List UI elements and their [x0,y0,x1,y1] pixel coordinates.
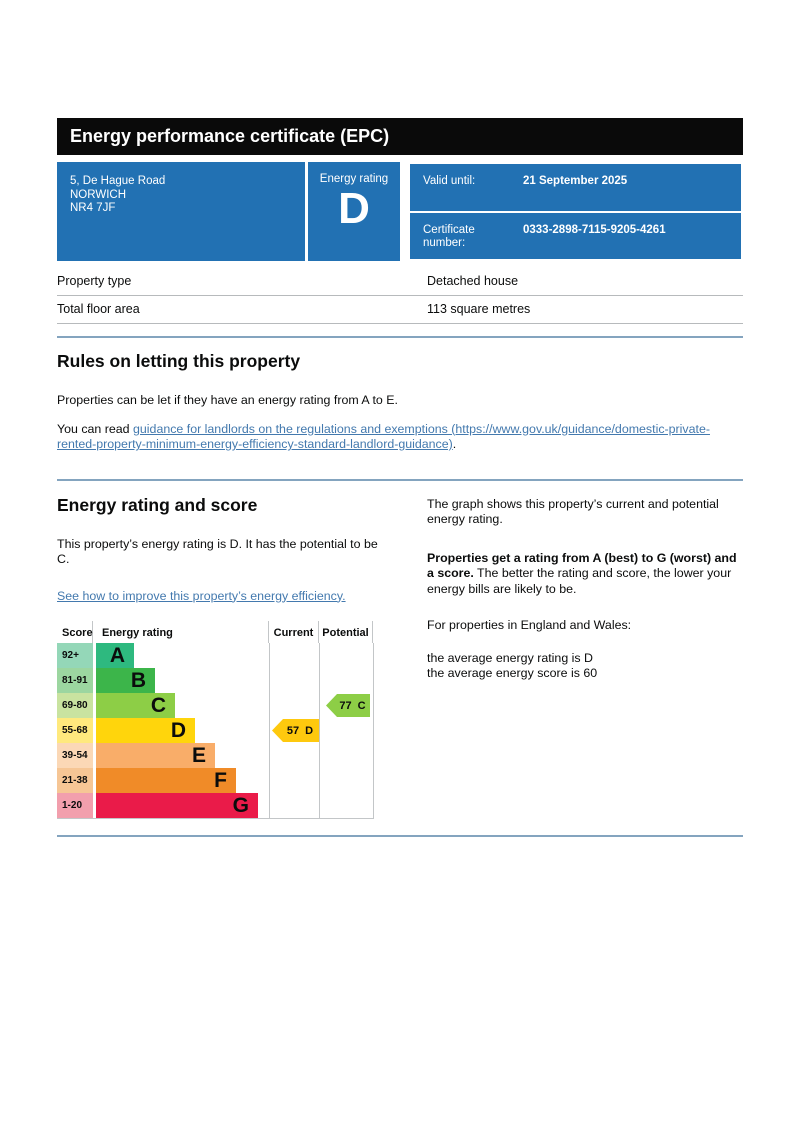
band-letter: A [109,644,125,667]
band-bar: E [96,743,215,768]
certificate-number-value: 0333-2898-7115-9205-4261 [523,223,666,236]
energy-rating-label: Energy rating [319,173,389,185]
average-score-line: the average energy score is 60 [427,666,598,680]
fact-value: 113 square metres [427,302,531,316]
potential-rating-arrow: 77 C [326,694,370,717]
band-row-g: 1-20 G [57,793,374,818]
band-bar: C [96,693,175,718]
score-column-header: Score [57,621,93,643]
band-score-cell: 21-38 [57,768,93,793]
section-divider [57,336,743,338]
fact-row-floor-area: Total floor area 113 square metres [57,296,743,324]
chart-header-row: Score Energy rating Current Potential [57,621,374,643]
band-bar: G [96,793,258,818]
epc-header-bar: Energy performance certificate (EPC) [57,118,743,155]
content: Energy performance certificate (EPC) 5, … [57,118,743,837]
rules-para-2: You can read guidance for landlords on t… [57,421,710,452]
section-divider [57,835,743,837]
band-letter: D [170,719,186,742]
graph-intro-para: The graph shows this property’s current … [427,496,719,527]
band-letter: C [150,694,166,717]
rating-explainer-para: Properties get a rating from A (best) to… [427,550,737,596]
energy-rating-box: Energy rating D [308,162,400,261]
banner-separator [305,162,308,261]
band-score-cell: 55-68 [57,718,93,743]
band-letter: E [191,744,206,767]
banner-separator [400,162,408,261]
band-score-cell: 1-20 [57,793,93,818]
valid-until-label: Valid until: [423,175,476,187]
address-block: 5, De Hague Road NORWICH NR4 7JF [57,162,305,261]
banner-meta: Valid until: 21 September 2025 Certifica… [408,162,743,261]
current-column-header: Current [268,621,318,643]
band-row-a: 92+ A [57,643,374,668]
band-row-d: 55-68 D 57 D [57,718,374,743]
band-score-cell: 92+ [57,643,93,668]
band-row-e: 39-54 E [57,743,374,768]
band-score-cell: 69-80 [57,693,93,718]
band-bar: B [96,668,155,693]
fact-row-property-type: Property type Detached house [57,268,743,296]
fact-value: Detached house [427,274,519,288]
valid-until-value: 21 September 2025 [523,175,628,187]
address-line-3: NR4 7JF [70,202,116,214]
energy-rating-value: D [338,184,370,233]
certificate-number-label: Certificate number: [423,223,475,250]
improve-paragraph: See how to improve this property’s energ… [57,589,427,605]
rating-left-column: Energy rating and score This property’s … [57,494,427,819]
rating-right-column: The graph shows this property’s current … [427,495,743,820]
fact-label: Total floor area [57,302,140,316]
band-row-f: 21-38 F [57,768,374,793]
valid-until-row: Valid until: 21 September 2025 [408,162,743,213]
band-letter: F [214,769,227,792]
address-line-2: NORWICH [70,188,127,201]
page-title: Energy performance certificate (EPC) [70,126,390,146]
average-rating-line: the average energy rating is D [427,650,593,665]
rules-section: Rules on letting this property Propertie… [57,351,743,453]
certificate-number-row: Certificate number: 0333-2898-7115-9205-… [408,212,743,261]
potential-column-header: Potential [318,621,373,643]
property-banner: 5, De Hague Road NORWICH NR4 7JF Energy … [57,162,743,261]
band-bar: D [96,718,195,743]
band-score-cell: 81-91 [57,668,93,693]
rules-para-1: Properties can be let if they have an en… [57,393,398,407]
potential-score: 77 [339,699,352,712]
rules-heading: Rules on letting this property [57,351,301,371]
band-bar: A [96,643,134,668]
fact-label: Property type [57,274,132,288]
band-letter: G [232,794,249,817]
band-row-c: 69-80 C 77 C [57,693,374,718]
band-score-cell: 39-54 [57,743,93,768]
epc-rating-chart: Score Energy rating Current Potential 92… [57,621,374,819]
energy-rating-column-header: Energy rating [102,627,173,639]
section-divider [57,478,743,481]
address-line-1: 5, De Hague Road [70,175,166,187]
band-letter: B [130,669,146,692]
energy-rating-section: Energy rating and score This property’s … [57,494,743,820]
england-wales-para: For properties in England and Wales: [427,618,632,632]
landlord-guidance-link[interactable]: guidance for landlords on the regulation… [57,421,710,452]
rating-summary: This property’s energy rating is D. It h… [57,536,378,567]
band-bar: F [96,768,236,793]
rating-heading: Energy rating and score [57,494,258,515]
property-facts-table: Property type Detached house Total floor… [57,268,743,324]
current-rating-arrow: 57 D [272,719,319,742]
improve-efficiency-link[interactable]: See how to improve this property’s energ… [57,588,346,603]
current-score: 57 [286,724,300,737]
band-row-b: 81-91 B [57,668,374,693]
current-band: D [305,724,314,737]
potential-band: C [357,699,366,712]
